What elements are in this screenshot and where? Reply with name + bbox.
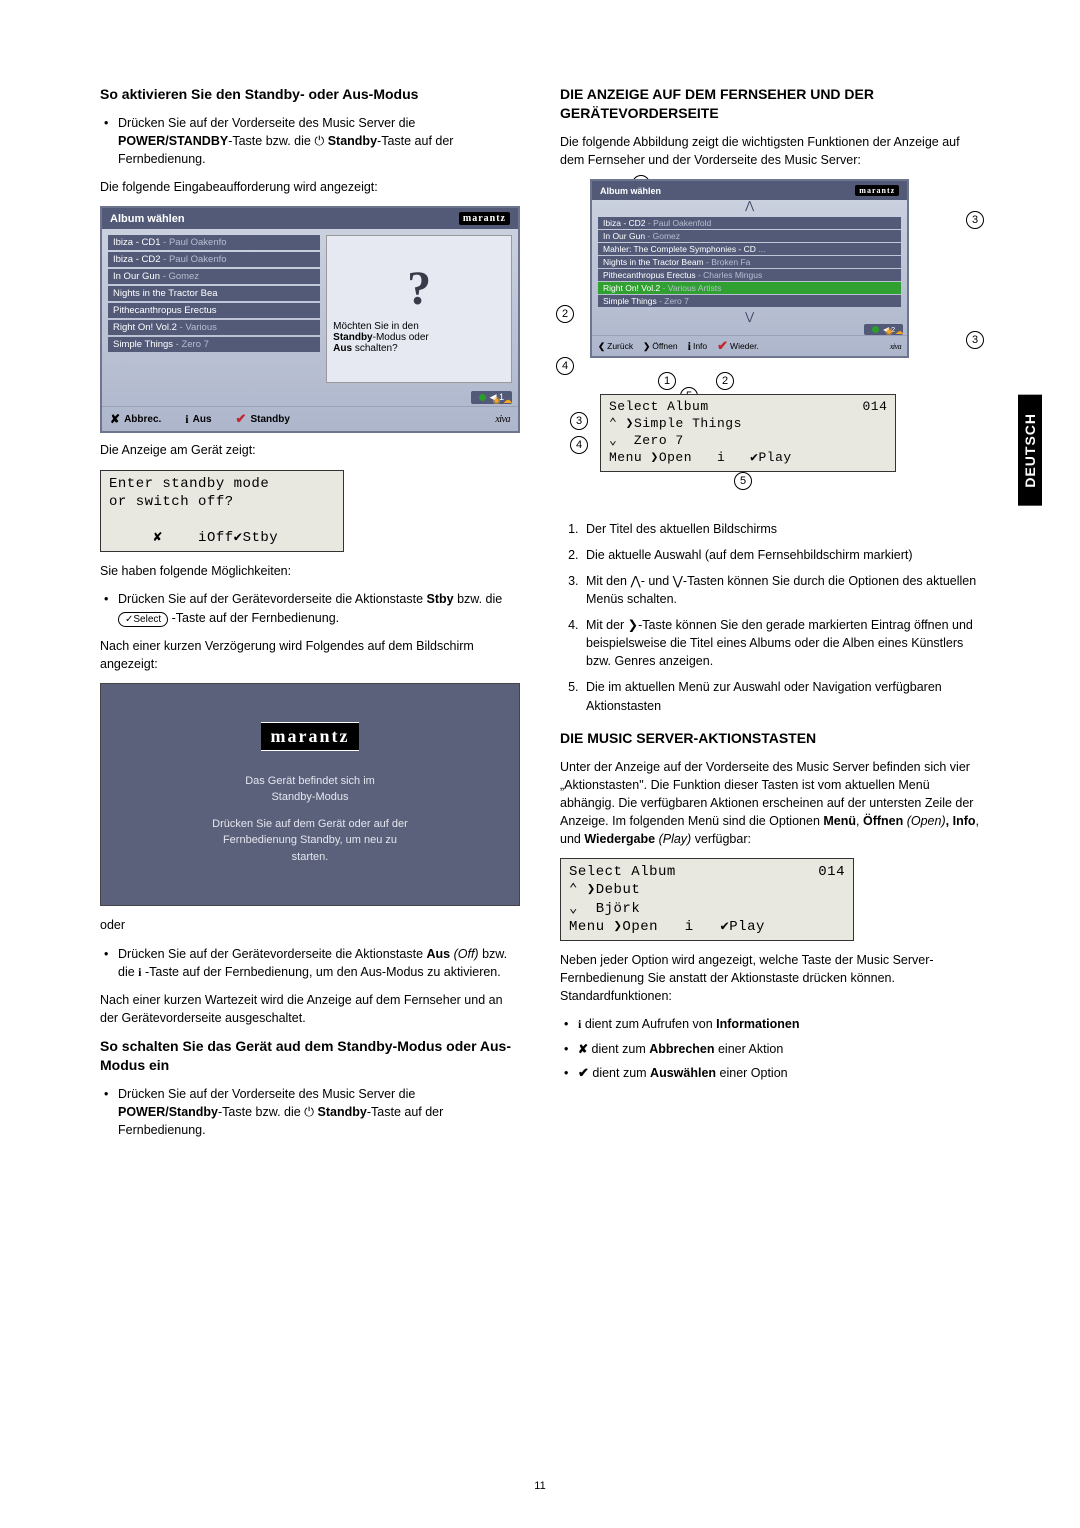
marantz-logo: marantz [459, 212, 510, 225]
check-icon: ✔ [236, 411, 247, 427]
page-number: 11 [0, 1480, 1080, 1492]
tv-screenshot-diagram: Album wählen marantz ⋀ Ibiza - CD2 - Pau… [590, 179, 909, 358]
list-item: Drücken Sie auf der Gerätevorderseite di… [118, 590, 520, 626]
callout-2-lcd: 2 [716, 372, 734, 390]
xiva-logo: xiva [495, 414, 510, 425]
callout-4-lcd: 4 [570, 436, 588, 454]
list-item: Die im aktuellen Menü zur Auswahl oder N… [582, 678, 980, 714]
bullet-list: Drücken Sie auf der Vorderseite des Musi… [100, 114, 520, 168]
list-item: ✔ dient zum Auswählen einer Option [578, 1064, 980, 1083]
table-row: Right On! Vol.2 - Various Artists [598, 282, 901, 294]
lcd-display-standby-prompt: Enter standby mode or switch off? ✘ iOff… [100, 470, 344, 553]
table-row: Ibiza - CD2 - Paul Oakenfold [598, 217, 901, 229]
marantz-logo: marantz [261, 722, 360, 751]
question-icon: ? [407, 265, 431, 313]
list-item: Der Titel des aktuellen Bildschirms [582, 520, 980, 538]
page-columns: So aktivieren Sie den Standby- oder Aus-… [100, 85, 980, 1149]
tv-footer: ✘Abbrec. iAus ✔Standby ◉ ☁ xiva [102, 406, 518, 431]
paragraph: Neben jeder Option wird angezeigt, welch… [560, 951, 980, 1005]
info-icon: i [185, 412, 188, 427]
heading-display: DIE ANZEIGE AUF DEM FERNSEHER UND DER GE… [560, 85, 980, 123]
tv-title: Album wählen [110, 213, 185, 225]
bullet-list: Drücken Sie auf der Gerätevorderseite di… [100, 590, 520, 626]
table-row: In Our Gun - Gomez [108, 269, 320, 284]
list-item: Mit den ⋀- und ⋁-Tasten können Sie durch… [582, 572, 980, 608]
bullet-list: Drücken Sie auf der Gerätevorderseite di… [100, 945, 520, 982]
heading-action-buttons: DIE MUSIC SERVER-AKTIONSTASTEN [560, 729, 980, 748]
table-row: Nights in the Tractor Bea [108, 286, 320, 301]
list-item: Drücken Sie auf der Gerätevorderseite di… [118, 945, 520, 982]
lcd-display-actions: Select Album014⌃ ❯Debut ⌄ Björk Menu ❯Op… [560, 858, 854, 941]
paragraph: Die Anzeige am Gerät zeigt: [100, 441, 520, 459]
callout-3: 3 [966, 211, 984, 229]
tv-screenshot-album-modal: Album wählen marantz Ibiza - CD1 - Paul … [100, 206, 520, 433]
tv-status-bar: ◀ 1 [102, 389, 518, 406]
marantz-logo: marantz [855, 185, 899, 196]
callout-5-lcd: 5 [734, 472, 752, 490]
heading-switch-on: So schalten Sie das Gerät aud dem Standb… [100, 1037, 520, 1075]
list-item: i dient zum Aufrufen von Informationen [578, 1015, 980, 1033]
list-item: Drücken Sie auf der Vorderseite des Musi… [118, 1085, 520, 1139]
display-diagram: 1 2 3 3 4 5 Album wählen marantz ⋀ Ibiza… [560, 179, 980, 506]
paragraph: Nach einer kurzen Verzögerung wird Folge… [100, 637, 520, 673]
list-item: Drücken Sie auf der Vorderseite des Musi… [118, 114, 520, 168]
bullet-list: Drücken Sie auf der Vorderseite des Musi… [100, 1085, 520, 1139]
numbered-list: Der Titel des aktuellen Bildschirms Die a… [560, 520, 980, 715]
tv-status-bar: ◀ 2 [592, 324, 907, 335]
paragraph: Sie haben folgende Möglichkeiten: [100, 562, 520, 580]
paragraph: oder [100, 916, 520, 934]
paragraph: Die folgende Abbildung zeigt die wichtig… [560, 133, 980, 169]
table-row: Right On! Vol.2 - Various [108, 320, 320, 335]
paragraph: Die folgende Eingabeaufforderung wird an… [100, 178, 520, 196]
tv-footer: ❮Zurück ❯Öffnen iInfo ✔Wieder. ◉ ☁ xiva [592, 335, 907, 356]
tv-title: Album wählen [600, 186, 661, 196]
standby-splash-screen: marantz Das Gerät befindet sich imStandb… [100, 683, 520, 907]
table-row: Pithecanthropus Erectus [108, 303, 320, 318]
table-row: Ibiza - CD1 - Paul Oakenfo [108, 235, 320, 250]
album-list: Ibiza - CD1 - Paul Oakenfo Ibiza - CD2 - … [108, 235, 320, 383]
paragraph: Nach einer kurzen Wartezeit wird die Anz… [100, 991, 520, 1027]
table-row: Simple Things - Zero 7 [598, 295, 901, 307]
table-row: Nights in the Tractor Beam - Broken Fa [598, 256, 901, 268]
list-item: Mit der ❯-Taste können Sie den gerade ma… [582, 616, 980, 670]
tv-header: Album wählen marantz [102, 208, 518, 229]
album-list: Ibiza - CD2 - Paul OakenfoldIn Our Gun -… [592, 213, 907, 311]
bullet-list: i dient zum Aufrufen von Informationen ✘… [560, 1015, 980, 1083]
callout-1-lcd: 1 [658, 372, 676, 390]
table-row: Pithecanthropus Erectus - Charles Mingus [598, 269, 901, 281]
list-item: Die aktuelle Auswahl (auf dem Fernsehbil… [582, 546, 980, 564]
standby-modal: ? Möchten Sie in den Standby-Modus oder … [326, 235, 512, 383]
table-row: In Our Gun - Gomez [598, 230, 901, 242]
table-row: Ibiza - CD2 - Paul Oakenfo [108, 252, 320, 267]
left-column: So aktivieren Sie den Standby- oder Aus-… [100, 85, 520, 1149]
tv-header: Album wählen marantz [592, 181, 907, 200]
callout-3-lcd: 3 [570, 412, 588, 430]
select-button-pill: ✓Select [118, 612, 168, 627]
lcd-display-diagram: Select Album014⌃ ❯Simple Things ⌄ Zero 7… [600, 394, 896, 472]
callout-3b: 3 [966, 331, 984, 349]
cancel-icon: ✘ [110, 412, 120, 426]
right-column: DIE ANZEIGE AUF DEM FERNSEHER UND DER GE… [560, 85, 980, 1149]
table-row: Simple Things - Zero 7 [108, 337, 320, 352]
heading-standby: So aktivieren Sie den Standby- oder Aus-… [100, 85, 520, 104]
table-row: Mahler: The Complete Symphonies - CD ... [598, 243, 901, 255]
callout-2: 2 [556, 305, 574, 323]
language-tab: DEUTSCH [1018, 395, 1042, 506]
list-item: ✘ dient zum Abbrechen einer Aktion [578, 1040, 980, 1058]
paragraph: Unter der Anzeige auf der Vorderseite de… [560, 758, 980, 849]
